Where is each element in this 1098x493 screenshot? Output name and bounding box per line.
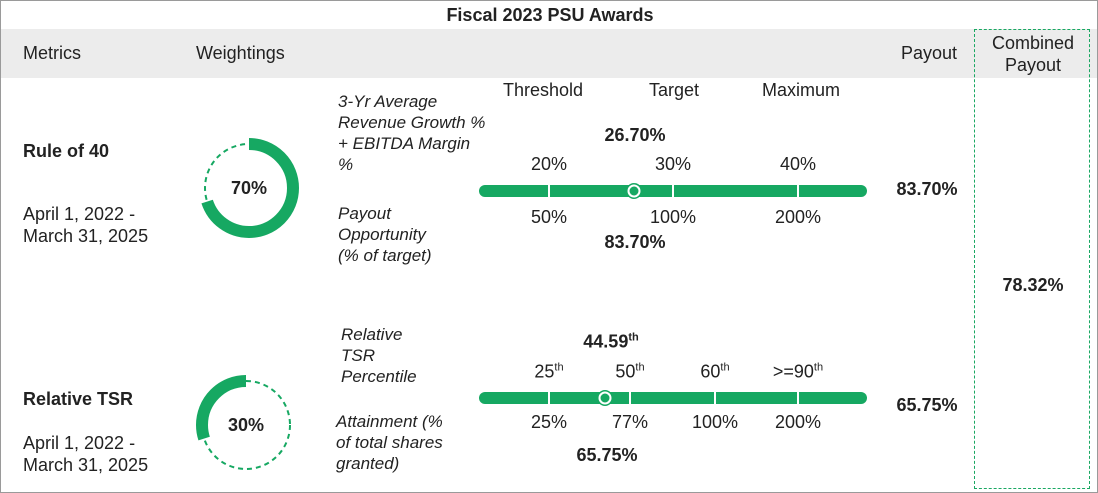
payout-scale-label: 77%	[611, 412, 649, 432]
label-text: 20%	[530, 154, 568, 174]
row-payout: 83.70%	[896, 179, 958, 199]
weighting-label: 30%	[227, 415, 265, 435]
payout-scale-label: 100%	[649, 207, 697, 227]
payout-scale-label: 50%	[530, 207, 568, 227]
scale-header: Target	[648, 80, 700, 100]
combined-payout-box	[974, 29, 1090, 489]
scale-label: >=90th	[773, 361, 823, 386]
header-weightings: Weightings	[196, 43, 285, 63]
weighting-label: 70%	[230, 178, 268, 198]
label-superscript: th	[628, 331, 639, 344]
scale-header: Threshold	[502, 80, 584, 100]
scale-label: 50th	[615, 361, 644, 386]
scale-label: 25th	[534, 361, 563, 386]
payout-label: Attainment (% of total shares granted)	[336, 412, 443, 473]
measure-result: 44.59th	[583, 331, 638, 356]
metric-name: Relative TSR	[23, 389, 134, 409]
title: Fiscal 2023 PSU Awards	[446, 5, 654, 25]
measure-label: 3-Yr Average Revenue Growth % + EBITDA M…	[338, 92, 486, 174]
metric-period: April 1, 2022 - March 31, 2025	[23, 433, 149, 475]
row-payout: 65.75%	[896, 395, 958, 415]
label-superscript: th	[720, 361, 730, 374]
payout-label: Payout Opportunity (% of target)	[338, 204, 432, 265]
label-text: 26.70%	[604, 125, 666, 145]
payout-scale-label: 200%	[774, 412, 822, 432]
label-text: 44.59	[583, 331, 629, 352]
scale-bar	[479, 392, 867, 404]
payout-scale-label: 100%	[691, 412, 739, 432]
metric-period: April 1, 2022 - March 31, 2025	[23, 204, 149, 246]
header-payout: Payout	[900, 43, 958, 63]
donut-arc	[196, 375, 296, 475]
scale-label: 40%	[780, 153, 816, 175]
label-text: 25	[534, 361, 555, 382]
payout-result: 83.70%	[604, 232, 666, 252]
metric-name: Rule of 40	[23, 141, 110, 161]
header-metrics: Metrics	[23, 43, 81, 63]
result-marker-ring	[627, 184, 641, 198]
header-band	[1, 29, 1097, 78]
label-text: 50	[615, 361, 636, 382]
label-text: 40%	[779, 154, 817, 174]
scale-header: Maximum	[761, 80, 841, 100]
measure-result: 26.70%	[604, 124, 665, 146]
payout-result: 65.75%	[576, 445, 638, 465]
label-text: 60	[700, 361, 721, 382]
label-text: 30%	[654, 154, 692, 174]
combined-payout-value: 78.32%	[1002, 275, 1064, 295]
scale-label: 30%	[655, 153, 691, 175]
measure-label: Relative TSR Percentile	[341, 325, 417, 386]
label-text: >=90	[772, 361, 814, 382]
scale-label: 60th	[700, 361, 729, 386]
payout-scale-label: 25%	[530, 412, 568, 432]
label-superscript: th	[813, 361, 824, 374]
payout-scale-label: 200%	[774, 207, 822, 227]
label-superscript: th	[635, 361, 645, 374]
scale-label: 20%	[531, 153, 567, 175]
header-combined-payout: Combined Payout	[991, 33, 1075, 75]
label-superscript: th	[554, 361, 564, 374]
result-marker-ring	[598, 391, 612, 405]
donut-arc	[199, 138, 299, 238]
